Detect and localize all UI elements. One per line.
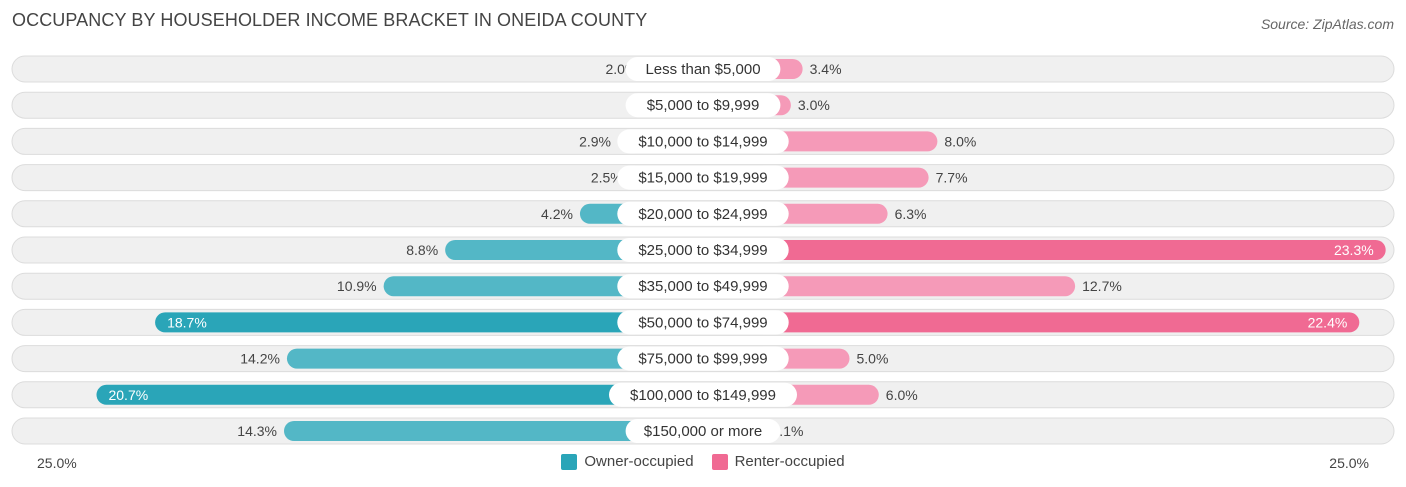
- category-label-pill: [625, 93, 781, 118]
- category-label: Less than $5,000: [645, 61, 760, 78]
- category-label: $50,000 to $74,999: [638, 314, 767, 331]
- owner-value-label: 18.7%: [167, 314, 207, 330]
- renter-value-label: 6.0%: [886, 387, 918, 403]
- renter-value-label: 5.0%: [857, 351, 889, 367]
- source-credit: Source: ZipAtlas.com: [1260, 16, 1394, 32]
- renter-value-label: 12.7%: [1082, 278, 1122, 294]
- category-label-pill: [625, 57, 781, 81]
- legend-item-renter: Renter-occupied: [711, 453, 845, 470]
- owner-value-label: 14.3%: [237, 423, 277, 439]
- renter-value-label: 22.4%: [1308, 314, 1348, 330]
- category-label: $20,000 to $24,999: [638, 206, 767, 223]
- axis-left-label: 25.0%: [37, 455, 77, 471]
- category-label-pill: [617, 201, 789, 226]
- owner-bar: [96, 384, 704, 405]
- category-label: $75,000 to $99,999: [638, 351, 767, 368]
- category-label: $150,000 or more: [644, 423, 762, 440]
- category-label: $35,000 to $49,999: [638, 278, 767, 295]
- legend-swatch-renter: [711, 453, 728, 470]
- legend-label-owner: Owner-occupied: [584, 453, 694, 470]
- category-label: $10,000 to $14,999: [638, 133, 767, 150]
- renter-value-label: 7.7%: [936, 170, 968, 186]
- legend-item-owner: Owner-occupied: [561, 453, 694, 470]
- renter-value-label: 3.0%: [798, 97, 830, 113]
- renter-value-label: 8.0%: [944, 133, 976, 149]
- owner-value-label: 14.2%: [240, 351, 280, 367]
- owner-value-label: 10.9%: [337, 278, 377, 294]
- category-label-pill: [617, 346, 789, 371]
- owner-bar: [286, 348, 703, 369]
- axis-right-label: 25.0%: [1329, 455, 1369, 471]
- category-label-pill: [609, 382, 797, 407]
- owner-value-label: 4.2%: [541, 206, 573, 222]
- renter-value-label: 3.4%: [810, 61, 842, 77]
- category-label-pill: [617, 274, 789, 299]
- renter-bar: [703, 312, 1360, 333]
- category-label-pill: [617, 238, 789, 262]
- renter-bar: [703, 276, 1076, 297]
- legend-label-renter: Renter-occupied: [734, 453, 845, 470]
- diverging-bar-chart: 2.0%3.4%Less than $5,0000.74%3.0%$5,000 …: [11, 55, 1395, 445]
- legend-swatch-owner: [561, 453, 578, 470]
- category-label: $25,000 to $34,999: [638, 242, 767, 259]
- category-label-pill: [617, 310, 789, 335]
- chart-title: OCCUPANCY BY HOUSEHOLDER INCOME BRACKET …: [12, 10, 648, 30]
- legend: Owner-occupied Renter-occupied: [0, 453, 1406, 470]
- category-label: $100,000 to $149,999: [630, 387, 776, 404]
- renter-value-label: 6.3%: [895, 206, 927, 222]
- category-label: $15,000 to $19,999: [638, 170, 767, 187]
- owner-value-label: 2.9%: [579, 133, 611, 149]
- owner-bar: [155, 312, 704, 333]
- renter-bar: [703, 240, 1386, 260]
- category-label-pill: [617, 165, 789, 190]
- owner-bar: [284, 421, 703, 441]
- owner-value-label: 2.5%: [591, 170, 623, 186]
- owner-value-label: 8.8%: [406, 242, 438, 258]
- category-label-pill: [625, 419, 781, 443]
- category-label: $5,000 to $9,999: [647, 97, 760, 114]
- category-label-pill: [617, 129, 789, 154]
- owner-value-label: 20.7%: [108, 387, 148, 403]
- renter-value-label: 23.3%: [1334, 242, 1374, 258]
